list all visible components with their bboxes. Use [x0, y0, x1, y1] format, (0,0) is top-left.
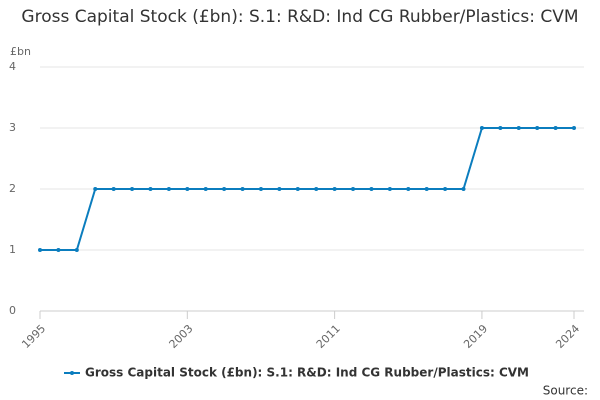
- point: [406, 187, 411, 191]
- y-tick-label: 0: [9, 304, 16, 317]
- point: [516, 126, 521, 130]
- point: [74, 248, 79, 252]
- point: [535, 126, 540, 130]
- x-tick-label: 1995: [19, 322, 48, 351]
- x-tick-label: 2019: [461, 322, 490, 351]
- x-tick-label: 2011: [314, 322, 343, 351]
- point: [572, 126, 576, 130]
- point: [295, 187, 300, 191]
- point: [424, 187, 429, 191]
- point: [203, 187, 208, 191]
- series-line: [40, 127, 574, 251]
- point: [222, 187, 227, 191]
- point: [38, 248, 42, 252]
- point: [461, 187, 466, 191]
- y-tick-label: 1: [9, 243, 16, 256]
- legend-marker: [70, 371, 74, 375]
- chart-title: Gross Capital Stock (£bn): S.1: R&D: Ind…: [21, 7, 579, 27]
- point: [314, 187, 319, 191]
- x-tick-label: 2024: [553, 322, 582, 351]
- point: [258, 187, 263, 191]
- point: [387, 187, 392, 191]
- point: [240, 187, 245, 191]
- y-tick-label: 2: [9, 182, 16, 195]
- point: [130, 187, 135, 191]
- source: Source:: [543, 384, 588, 398]
- point: [56, 248, 61, 252]
- point: [185, 187, 190, 191]
- point: [369, 187, 374, 191]
- point: [93, 187, 98, 191]
- point: [332, 187, 337, 191]
- point: [111, 187, 116, 191]
- point: [148, 187, 153, 191]
- y-tick-label: 3: [9, 121, 16, 134]
- point: [479, 126, 484, 130]
- point: [277, 187, 282, 191]
- y-axis-label: £bn: [10, 45, 31, 58]
- point: [351, 187, 356, 191]
- point: [553, 126, 558, 130]
- point: [443, 187, 448, 191]
- legend-label: Gross Capital Stock (£bn): S.1: R&D: Ind…: [85, 366, 529, 380]
- x-tick-label: 2003: [167, 322, 196, 351]
- y-tick-label: 4: [9, 60, 16, 73]
- point: [166, 187, 171, 191]
- point: [498, 126, 503, 130]
